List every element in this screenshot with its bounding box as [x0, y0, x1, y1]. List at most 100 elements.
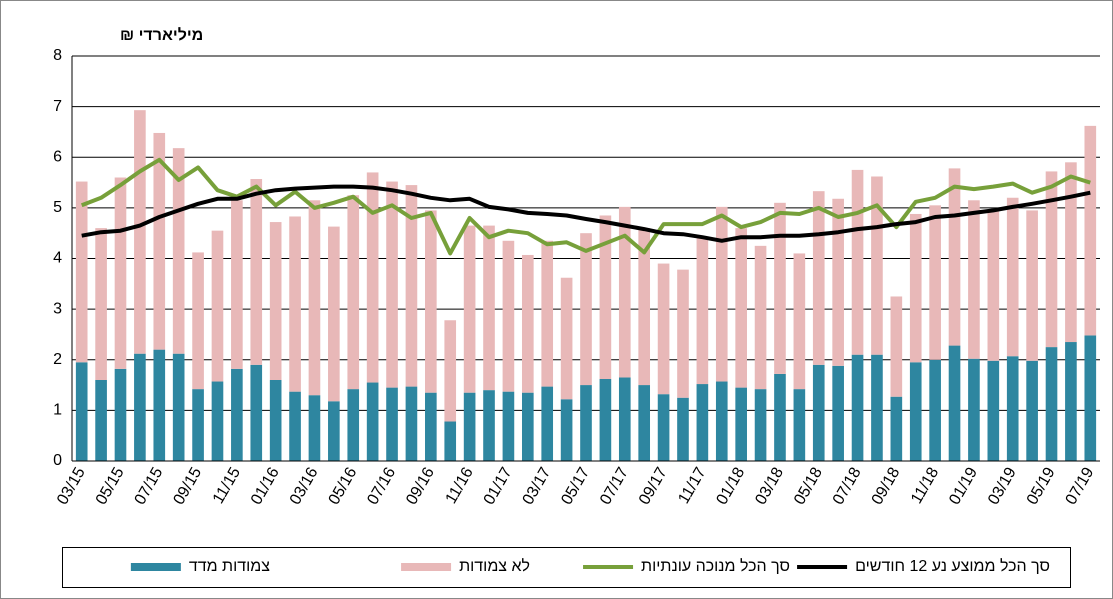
- bar-segment: [502, 240, 515, 392]
- bar-segment: [754, 389, 767, 461]
- bar-segment: [95, 380, 107, 461]
- bar-segment: [172, 353, 185, 461]
- y-tick-label: 8: [53, 47, 62, 64]
- bar-segment: [192, 252, 204, 390]
- bar-segment: [289, 216, 301, 392]
- y-tick-label: 2: [53, 351, 62, 368]
- legend-label: סך הכל ממוצע נע 12 חודשים: [855, 557, 1050, 575]
- bar-segment: [968, 200, 980, 359]
- bar-segment: [425, 210, 437, 393]
- bar-segment: [328, 401, 340, 461]
- bar-segment: [735, 228, 747, 388]
- bar-segment: [386, 387, 398, 461]
- bar-segment: [580, 233, 592, 386]
- legend-label: סך הכל מנוכה עונתיות: [641, 557, 790, 575]
- legend-swatch: [130, 563, 181, 571]
- bar-segment: [851, 354, 864, 461]
- bar-segment: [774, 373, 786, 461]
- bar-segment: [735, 387, 747, 461]
- bar-segment: [851, 169, 864, 355]
- bar-segment: [715, 381, 728, 461]
- bar-segment: [812, 191, 825, 365]
- bar-segment: [793, 389, 806, 461]
- y-axis-label: מיליארדי ₪: [120, 26, 203, 44]
- bar-segment: [909, 213, 922, 363]
- bar-segment: [871, 176, 883, 355]
- bar-segment: [308, 200, 321, 396]
- y-tick-label: 6: [53, 148, 62, 165]
- bar-segment: [75, 181, 88, 363]
- bar-segment: [366, 172, 379, 383]
- bar-segment: [95, 228, 107, 380]
- bar-segment: [231, 200, 243, 369]
- bar-segment: [948, 168, 961, 346]
- bar-segment: [153, 132, 166, 350]
- bar-segment: [521, 254, 534, 393]
- y-tick-label: 3: [53, 300, 62, 317]
- bar-segment: [657, 263, 670, 395]
- bar-segment: [890, 296, 903, 397]
- y-tick-label: 4: [53, 250, 62, 267]
- bar-segment: [541, 386, 554, 461]
- bar-segment: [289, 391, 301, 461]
- bar-segment: [444, 421, 457, 461]
- bar-segment: [405, 386, 418, 461]
- bar-segment: [250, 179, 263, 365]
- bar-segment: [502, 391, 515, 461]
- bar-segment: [153, 349, 166, 461]
- bar-segment: [638, 228, 651, 386]
- bar-segment: [638, 385, 651, 461]
- bar-segment: [463, 225, 476, 393]
- bar-segment: [192, 389, 204, 461]
- bar-segment: [618, 377, 631, 461]
- bar-segment: [483, 390, 495, 461]
- bar-segment: [580, 385, 592, 461]
- y-tick-label: 0: [53, 452, 62, 469]
- bar-segment: [677, 269, 689, 398]
- bar-segment: [211, 230, 224, 382]
- bar-segment: [1065, 342, 1077, 461]
- bar-segment: [832, 365, 844, 461]
- bar-segment: [1026, 360, 1038, 461]
- bar-segment: [425, 392, 437, 461]
- bar-segment: [134, 353, 146, 461]
- bar-segment: [1006, 197, 1019, 357]
- bar-segment: [754, 245, 767, 390]
- bar-segment: [250, 364, 263, 461]
- bar-segment: [909, 362, 922, 461]
- bar-segment: [890, 396, 903, 461]
- y-tick-label: 1: [53, 402, 62, 419]
- bar-segment: [812, 364, 825, 461]
- bar-segment: [560, 277, 573, 400]
- bar-segment: [211, 381, 224, 461]
- bar-segment: [172, 148, 185, 354]
- legend-label: לא צמודות: [459, 557, 530, 575]
- bar-segment: [405, 185, 418, 387]
- bar-segment: [1065, 162, 1077, 343]
- bar-segment: [347, 389, 360, 461]
- bar-segment: [444, 320, 457, 422]
- bar-segment: [677, 397, 689, 461]
- bar-segment: [463, 392, 476, 461]
- bar-segment: [696, 238, 709, 385]
- bar-segment: [948, 345, 961, 461]
- y-tick-label: 7: [53, 98, 62, 115]
- bar-segment: [308, 395, 321, 461]
- bar-segment: [328, 226, 340, 402]
- bar-segment: [386, 181, 398, 388]
- bar-segment: [1084, 335, 1097, 461]
- bar-segment: [541, 240, 554, 387]
- bar-segment: [599, 215, 612, 379]
- bar-segment: [347, 195, 360, 390]
- bar-segment: [618, 206, 631, 378]
- bar-segment: [832, 198, 844, 366]
- bar-segment: [774, 202, 786, 374]
- bar-segment: [929, 205, 941, 360]
- bar-segment: [269, 222, 282, 380]
- bar-segment: [599, 378, 612, 461]
- bar-segment: [269, 380, 282, 461]
- bar-segment: [1045, 347, 1058, 461]
- bar-segment: [987, 360, 1000, 461]
- bar-segment: [1084, 125, 1097, 336]
